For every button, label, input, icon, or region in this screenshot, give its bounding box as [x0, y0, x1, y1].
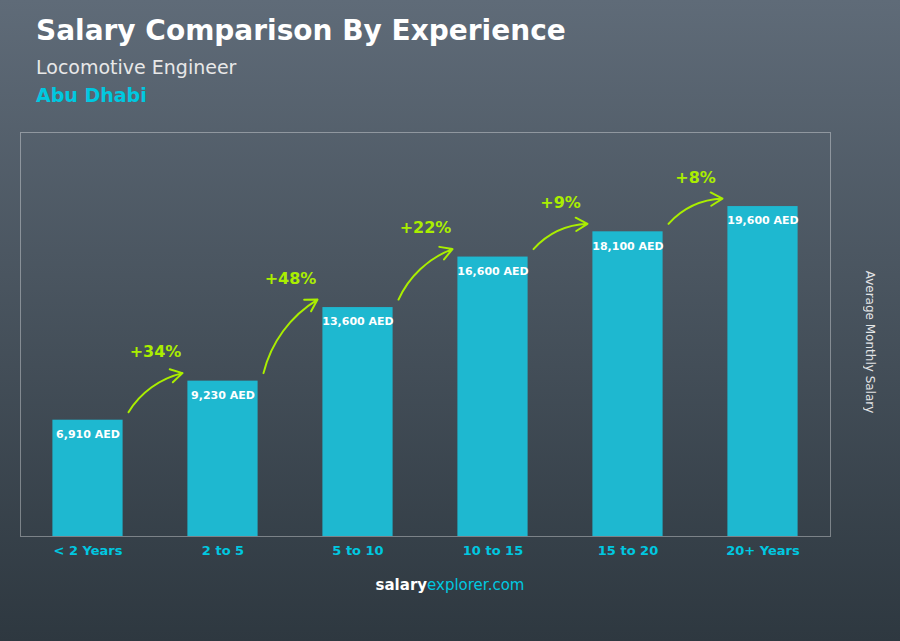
- svg-text:+8%: +8%: [675, 167, 716, 186]
- svg-text:6,910 AED: 6,910 AED: [56, 428, 120, 441]
- html-text:Salary Comparison By Experienc: Salary Comparison By Experience: [36, 14, 566, 47]
- svg-text:20+ Years: 20+ Years: [726, 542, 800, 557]
- html-text:Average Monthly Salary: Average Monthly Salary: [863, 270, 877, 413]
- svg-text:+48%: +48%: [265, 268, 317, 287]
- html-text:salary explorer.com: salary explorer.com: [375, 575, 525, 594]
- svg-text:18,100 AED: 18,100 AED: [592, 239, 663, 252]
- svg-text:5 to 10: 5 to 10: [332, 542, 383, 557]
- svg-text:9,230 AED: 9,230 AED: [191, 389, 255, 402]
- svg-text:2 to 5: 2 to 5: [202, 542, 244, 557]
- svg-text:19,600 AED: 19,600 AED: [727, 214, 798, 227]
- svg-text:16,600 AED: 16,600 AED: [457, 264, 528, 277]
- svg-text:+22%: +22%: [400, 218, 452, 237]
- html-text:Abu Dhabi: Abu Dhabi: [36, 83, 147, 106]
- svg-text:13,600 AED: 13,600 AED: [322, 315, 393, 328]
- svg-text:10 to 15: 10 to 15: [463, 542, 523, 557]
- svg-text:+9%: +9%: [540, 192, 581, 211]
- svg-text:< 2 Years: < 2 Years: [54, 542, 123, 557]
- svg-text:+34%: +34%: [130, 342, 182, 361]
- svg-text:15 to 20: 15 to 20: [598, 542, 658, 557]
- html-text:Locomotive Engineer: Locomotive Engineer: [36, 55, 237, 78]
